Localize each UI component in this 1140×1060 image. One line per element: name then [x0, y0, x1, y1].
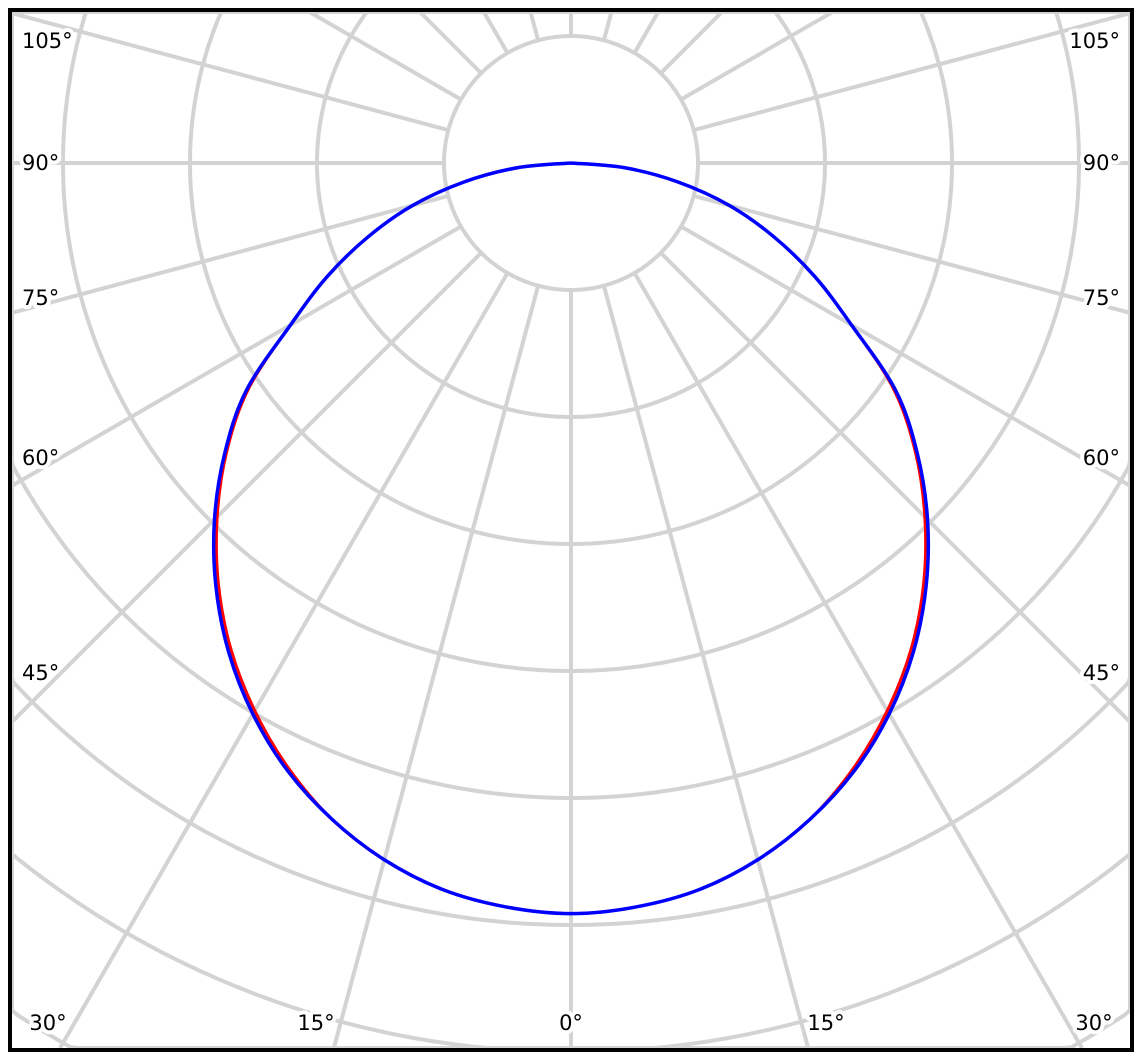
grid-spoke — [601, 285, 811, 1048]
grid-ring — [12, 12, 1130, 800]
label-bottom-30-left: 30° — [29, 1011, 66, 1035]
label-left-105: 105° — [22, 29, 73, 53]
label-right-105: 105° — [1069, 29, 1120, 53]
label-bottom-15-left: 15° — [297, 1011, 334, 1035]
angle-labels: 105° 90° 75° 60° 45° 105° 90° 75° 60° 45… — [18, 25, 1124, 1039]
label-right-60: 60° — [1083, 446, 1120, 470]
grid-spoke — [12, 224, 463, 488]
grid-spoke — [58, 271, 510, 1048]
label-left-60: 60° — [22, 446, 59, 470]
label-bottom-15-right: 15° — [807, 1011, 844, 1035]
intensity-curve-2 — [211, 161, 931, 916]
grid-spoke — [679, 224, 1130, 488]
grid-spoke — [601, 12, 614, 41]
grid-spoke — [632, 12, 660, 55]
grid-spoke — [632, 271, 1084, 1048]
chart-frame — [8, 8, 1134, 1052]
label-left-45: 45° — [22, 661, 59, 685]
curves — [211, 161, 931, 916]
label-right-45: 45° — [1083, 661, 1120, 685]
label-bottom-0: 0° — [559, 1011, 583, 1035]
grid-spoke — [12, 12, 449, 133]
grid-spoke — [418, 12, 483, 75]
polar-grid — [12, 12, 1130, 1048]
grid-spoke — [12, 193, 449, 315]
grid-spoke — [482, 12, 510, 55]
label-right-75: 75° — [1083, 286, 1120, 310]
grid-spoke — [331, 285, 541, 1048]
label-left-90: 90° — [22, 151, 59, 175]
grid-spoke — [693, 12, 1130, 133]
label-left-75: 75° — [22, 286, 59, 310]
grid-spoke — [308, 12, 463, 102]
grid-spoke — [659, 251, 1130, 724]
label-right-90: 90° — [1083, 151, 1120, 175]
grid-spoke — [12, 251, 483, 724]
grid-spoke — [659, 12, 724, 75]
label-bottom-30-right: 30° — [1075, 1011, 1112, 1035]
grid-spoke — [528, 12, 541, 41]
grid-spoke — [679, 12, 834, 102]
grid-spoke — [693, 193, 1130, 315]
